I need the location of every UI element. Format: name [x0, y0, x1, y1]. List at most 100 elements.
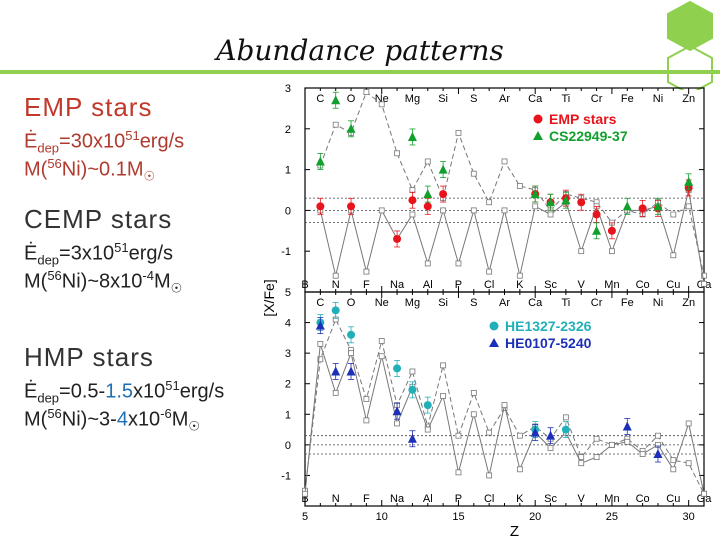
- data-point-HE0107-5240: [622, 421, 632, 431]
- element-label-Ti: Ti: [562, 297, 571, 309]
- model-solid-point: [455, 260, 462, 267]
- sun-symbol: ☉: [188, 418, 201, 434]
- model-dashed-point: [470, 170, 477, 177]
- element-label-Zn: Zn: [682, 93, 695, 105]
- model-solid-point: [547, 445, 554, 451]
- model-solid-point: [609, 441, 615, 448]
- y-tick-label: 4: [285, 318, 291, 330]
- legend-label: HE0107-5240: [505, 335, 592, 351]
- model-solid-point: [317, 341, 324, 347]
- model-solid-point: [547, 211, 554, 218]
- model-solid-point: [670, 252, 677, 259]
- data-point-CS22949-37: [407, 131, 417, 141]
- data-point-EMP stars: [423, 202, 432, 211]
- element-label-Ga: Ga: [697, 493, 713, 505]
- model-dashed-point: [655, 432, 661, 439]
- element-label-Ni: Ni: [653, 297, 663, 309]
- element-label-P: P: [455, 493, 462, 505]
- x-axis-title: Z: [510, 523, 519, 538]
- model-solid-point: [701, 490, 707, 497]
- data-point-HE1327-2326: [408, 385, 417, 394]
- data-point-CS22949-37: [546, 197, 556, 207]
- y-tick-label: 3: [285, 83, 291, 95]
- model-dashed-point: [378, 101, 385, 108]
- y-tick-label: 0: [285, 440, 291, 452]
- model-solid-point: [424, 426, 431, 433]
- element-label-Mn: Mn: [604, 493, 619, 505]
- legend-label: EMP stars: [549, 111, 617, 127]
- model-solid-point: [409, 211, 416, 218]
- element-label-Sc: Sc: [544, 279, 557, 291]
- element-label-Ca: Ca: [528, 297, 543, 309]
- model-solid-point: [486, 472, 493, 479]
- y-tick-label: 2: [285, 379, 291, 391]
- data-point-HE0107-5240: [546, 430, 556, 440]
- model-dashed-point: [486, 429, 493, 436]
- element-label-V: V: [578, 279, 586, 291]
- data-point-CS22949-37: [561, 195, 571, 205]
- model-solid-point: [363, 268, 370, 275]
- model-dashed-point: [394, 150, 400, 157]
- y-axis-title: [X/Fe]: [261, 279, 277, 316]
- element-label-Cr: Cr: [591, 297, 603, 309]
- model-solid-point: [532, 203, 539, 210]
- model-solid-point: [593, 454, 600, 460]
- element-label-O: O: [347, 93, 356, 105]
- data-point-HE0107-5240: [315, 320, 325, 330]
- element-label-Na: Na: [390, 279, 405, 291]
- element-label-S: S: [470, 297, 477, 309]
- model-solid-point: [670, 466, 677, 473]
- element-label-Cu: Cu: [666, 279, 680, 291]
- x-tick-label: 20: [529, 511, 541, 523]
- x-tick-label: 5: [302, 511, 308, 523]
- cemp-energy: Ėdep=3x1051erg/s: [24, 240, 174, 268]
- element-label-C: C: [316, 297, 324, 309]
- element-label-B: B: [301, 279, 308, 291]
- cemp-heading: CEMP stars: [24, 204, 173, 234]
- y-tick-label: -1: [281, 470, 291, 482]
- hmp-heading: HMP stars: [24, 342, 154, 372]
- element-label-F: F: [363, 493, 370, 505]
- data-point-HE1327-2326: [393, 364, 402, 373]
- data-point-HE1327-2326: [347, 330, 356, 339]
- data-point-EMP stars: [607, 226, 616, 235]
- model-dashed-point: [455, 432, 462, 439]
- x-tick-label: 10: [376, 511, 388, 523]
- model-solid-point: [578, 460, 585, 467]
- data-point-HE1327-2326: [561, 425, 570, 434]
- model-dashed-point: [593, 435, 600, 442]
- data-point-HE1327-2326: [423, 401, 432, 410]
- model-solid-line: [319, 189, 705, 284]
- model-dashed-point: [486, 199, 493, 206]
- model-solid-point: [378, 353, 385, 360]
- model-dashed-point: [363, 89, 370, 95]
- element-label-K: K: [516, 493, 524, 505]
- element-label-P: P: [455, 279, 462, 291]
- hmp-energy: Ėdep=0.5-1.5x1051erg/s: [24, 378, 225, 406]
- model-solid-point: [639, 451, 646, 457]
- model-solid-point: [332, 272, 339, 279]
- model-solid-point: [685, 420, 692, 427]
- data-point-EMP stars: [393, 234, 402, 243]
- model-dashed-point: [685, 203, 692, 210]
- data-point-HE0107-5240: [530, 427, 540, 437]
- model-dashed-point: [470, 389, 477, 396]
- model-solid-point: [516, 272, 523, 279]
- y-tick-label: 2: [285, 124, 291, 136]
- model-solid-point: [378, 207, 385, 214]
- element-label-Cr: Cr: [591, 93, 603, 105]
- element-label-Cl: Cl: [484, 493, 494, 505]
- model-dashed-point: [455, 129, 462, 136]
- legend-marker: [489, 321, 499, 331]
- title-underline: [0, 70, 720, 74]
- hmp-ni-mass: M(56Ni)~3-4x10-6M☉: [24, 406, 201, 434]
- model-solid-point: [516, 466, 523, 473]
- model-solid-point: [470, 207, 477, 214]
- element-label-Ar: Ar: [499, 93, 510, 105]
- model-dashed-point: [516, 183, 523, 189]
- data-point-CS22949-37: [592, 225, 602, 235]
- element-label-Co: Co: [636, 493, 650, 505]
- model-solid-point: [302, 490, 308, 497]
- element-label-N: N: [332, 279, 340, 291]
- data-point-CS22949-37: [530, 189, 540, 199]
